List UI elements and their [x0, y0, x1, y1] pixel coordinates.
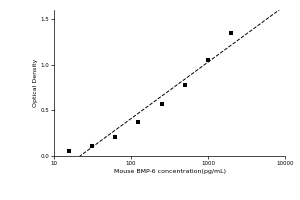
Point — [159, 102, 164, 106]
Point — [67, 149, 71, 152]
Y-axis label: Optical Density: Optical Density — [33, 59, 38, 107]
Point — [206, 59, 210, 62]
Point — [136, 120, 141, 123]
Point — [90, 145, 94, 148]
Point — [229, 31, 234, 34]
Point — [113, 135, 118, 138]
X-axis label: Mouse BMP-6 concentration(pg/mL): Mouse BMP-6 concentration(pg/mL) — [113, 169, 226, 174]
Point — [182, 83, 187, 86]
